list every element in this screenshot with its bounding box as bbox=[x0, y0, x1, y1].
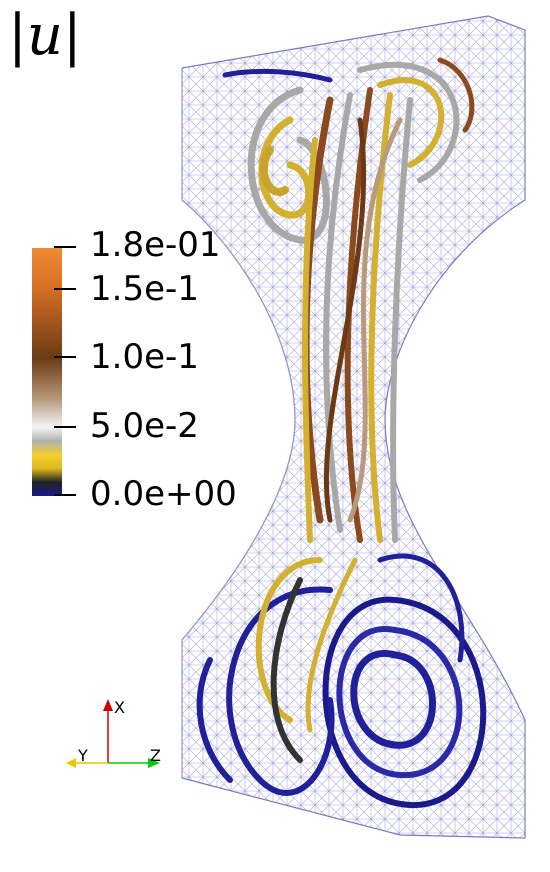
field-title: |u| bbox=[8, 3, 82, 68]
colorbar-tick bbox=[54, 494, 76, 496]
streamlines-lower bbox=[196, 553, 487, 809]
x-axis-arrow bbox=[103, 699, 113, 711]
colorbar-label-3: 5.0e-2 bbox=[90, 406, 199, 446]
mesh-domain bbox=[181, 15, 526, 839]
colorbar-label-max: 1.8e-01 bbox=[90, 225, 221, 265]
y-axis-label: Y bbox=[77, 746, 88, 765]
colorbar-tick bbox=[54, 246, 76, 248]
colorbar-tick bbox=[54, 288, 76, 290]
colorbar-tick bbox=[54, 426, 76, 428]
streamlines-center bbox=[302, 87, 413, 543]
streamlines-upper bbox=[222, 57, 475, 244]
colorbar-label-min: 0.0e+00 bbox=[90, 474, 237, 514]
z-axis-arrow bbox=[148, 758, 160, 768]
x-axis-label: X bbox=[114, 698, 125, 717]
colorbar-label-2: 1.0e-1 bbox=[90, 337, 199, 377]
colorbar-label-1: 1.5e-1 bbox=[90, 269, 199, 309]
colorbar bbox=[32, 248, 62, 496]
orientation-axes: X Y Z bbox=[66, 698, 161, 768]
y-axis-arrow bbox=[66, 758, 76, 768]
z-axis-label: Z bbox=[150, 746, 161, 765]
colorbar-tick bbox=[54, 356, 76, 358]
